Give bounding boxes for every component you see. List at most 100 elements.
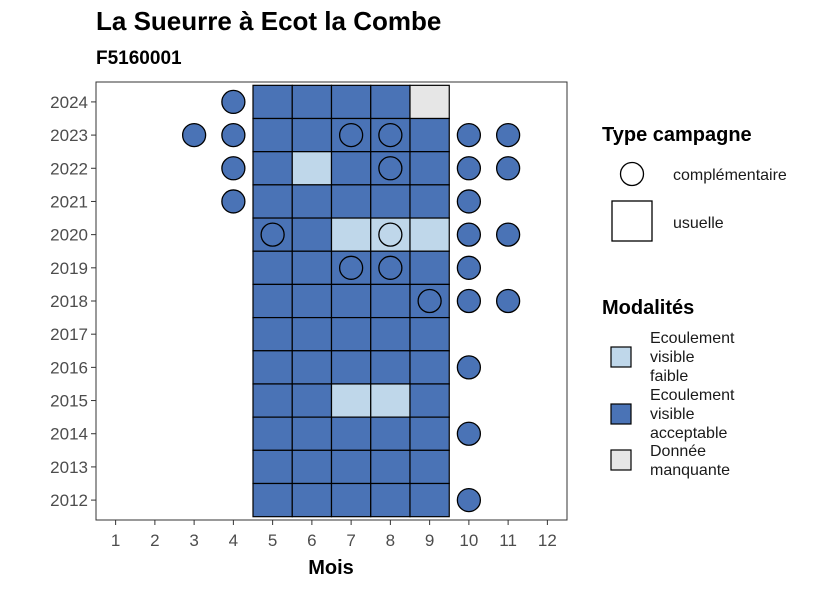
- usuelle-cell: [330, 449, 372, 485]
- usuelle-cell: [330, 316, 372, 352]
- usuelle-cell: [252, 482, 293, 518]
- legend-circle-symbol: [619, 161, 645, 187]
- usuelle-cell: [330, 482, 372, 518]
- usuelle-cell: [252, 151, 293, 186]
- usuelle-cell: [330, 283, 372, 319]
- complementaire-point: [338, 122, 364, 148]
- usuelle-cell: [370, 383, 411, 418]
- x-axis: 1 2 3 4 5 6 7 8 9 10 11 12: [111, 520, 557, 550]
- complementaire-point: [456, 288, 482, 314]
- y-tick-label: 2013: [50, 458, 88, 477]
- legend-square-symbol: [611, 200, 653, 242]
- chart-title: La Sueurre à Ecot la Combe: [96, 6, 441, 36]
- y-tick-label: 2015: [50, 392, 88, 411]
- usuelle-cell: [291, 151, 333, 186]
- y-tick-label: 2021: [50, 192, 88, 211]
- legend-modalite-label: Ecoulement visible faible: [650, 330, 735, 385]
- complementaire-point: [221, 89, 246, 115]
- usuelle-cell: [291, 350, 333, 385]
- usuelle-cell: [291, 283, 333, 319]
- complementaire-point: [495, 122, 521, 148]
- complementaire-point: [456, 487, 482, 513]
- usuelle-cell: [291, 184, 333, 219]
- usuelle-cell: [291, 482, 333, 518]
- y-tick-label: 2017: [50, 325, 88, 344]
- complementaire-point: [338, 255, 364, 280]
- usuelle-cell: [252, 184, 293, 219]
- usuelle-cell: [409, 482, 450, 518]
- usuelle-cell: [252, 416, 293, 451]
- complementaire-point: [495, 222, 521, 247]
- usuelle-cell: [409, 84, 450, 120]
- usuelle-cell: [409, 416, 450, 451]
- complementaire-points: [181, 89, 521, 513]
- legend-modalites-title: Modalités: [602, 297, 694, 319]
- x-tick-label: 1: [111, 531, 120, 550]
- complementaire-point: [221, 156, 246, 181]
- x-tick-label: 5: [268, 531, 277, 550]
- usuelle-cell: [291, 316, 333, 352]
- y-axis: 2012 2013 2014 2015 2016 2017 2018 2019 2020 2021…: [50, 93, 96, 510]
- usuelle-cell: [409, 350, 450, 385]
- complementaire-point: [456, 222, 482, 247]
- x-tick-label: 11: [499, 531, 517, 550]
- usuelle-cell: [409, 151, 450, 186]
- legend-modalite-key: [610, 346, 632, 368]
- usuelle-cell: [252, 449, 293, 485]
- usuelle-cell: [330, 84, 372, 120]
- x-axis-title: Mois: [308, 557, 354, 579]
- usuelle-cell: [409, 250, 450, 286]
- usuelle-cell: [252, 383, 293, 418]
- usuelle-cell: [370, 283, 411, 319]
- y-tick-label: 2022: [50, 159, 88, 178]
- x-tick-label: 9: [425, 531, 434, 550]
- legend-modalite-label: Ecoulement visible acceptable: [650, 387, 735, 442]
- y-tick-label: 2014: [50, 425, 88, 444]
- usuelle-cell: [409, 316, 450, 352]
- usuelle-cell: [291, 217, 333, 252]
- x-tick-label: 2: [150, 531, 159, 550]
- x-tick-label: 3: [189, 531, 198, 550]
- usuelle-cell: [252, 283, 293, 319]
- usuelle-cell: [409, 217, 450, 252]
- usuelle-cell: [330, 151, 372, 186]
- usuelle-cell: [291, 416, 333, 451]
- complementaire-point: [456, 156, 482, 181]
- chart-subtitle: F5160001: [96, 48, 182, 69]
- usuelle-cell: [330, 184, 372, 219]
- usuelle-cell: [252, 350, 293, 385]
- y-tick-label: 2012: [50, 491, 88, 510]
- x-tick-label: 6: [307, 531, 316, 550]
- y-tick-label: 2018: [50, 292, 88, 311]
- complementaire-point: [221, 189, 246, 214]
- complementaire-point: [456, 189, 482, 214]
- usuelle-cell: [252, 84, 293, 120]
- usuelle-cell: [291, 117, 333, 153]
- x-tick-label: 4: [229, 531, 238, 550]
- complementaire-point: [260, 222, 285, 247]
- complementaire-point: [417, 288, 442, 314]
- y-tick-label: 2024: [50, 93, 88, 112]
- usuelle-cell: [370, 416, 411, 451]
- legend-modalites: Modalités Ecoulement visible faibleEcoulem…: [602, 297, 735, 479]
- usuelle-cell: [370, 184, 411, 219]
- legend-type-title: Type campagne: [602, 124, 752, 146]
- usuelle-cell: [330, 383, 372, 418]
- complementaire-point: [378, 122, 403, 148]
- usuelle-cell: [409, 184, 450, 219]
- usuelle-cell: [370, 482, 411, 518]
- usuelle-cell: [330, 416, 372, 451]
- complementaire-point: [221, 122, 246, 148]
- usuelle-cell: [291, 383, 333, 418]
- x-tick-label: 10: [459, 531, 478, 550]
- y-tick-label: 2016: [50, 358, 88, 377]
- y-tick-label: 2019: [50, 259, 88, 278]
- usuelle-cell: [291, 250, 333, 286]
- usuelle-cell: [330, 350, 372, 385]
- usuelle-cell: [252, 117, 293, 153]
- y-tick-label: 2023: [50, 126, 88, 145]
- legend-modalite-key: [610, 449, 632, 471]
- x-tick-label: 7: [346, 531, 355, 550]
- complementaire-point: [181, 122, 207, 148]
